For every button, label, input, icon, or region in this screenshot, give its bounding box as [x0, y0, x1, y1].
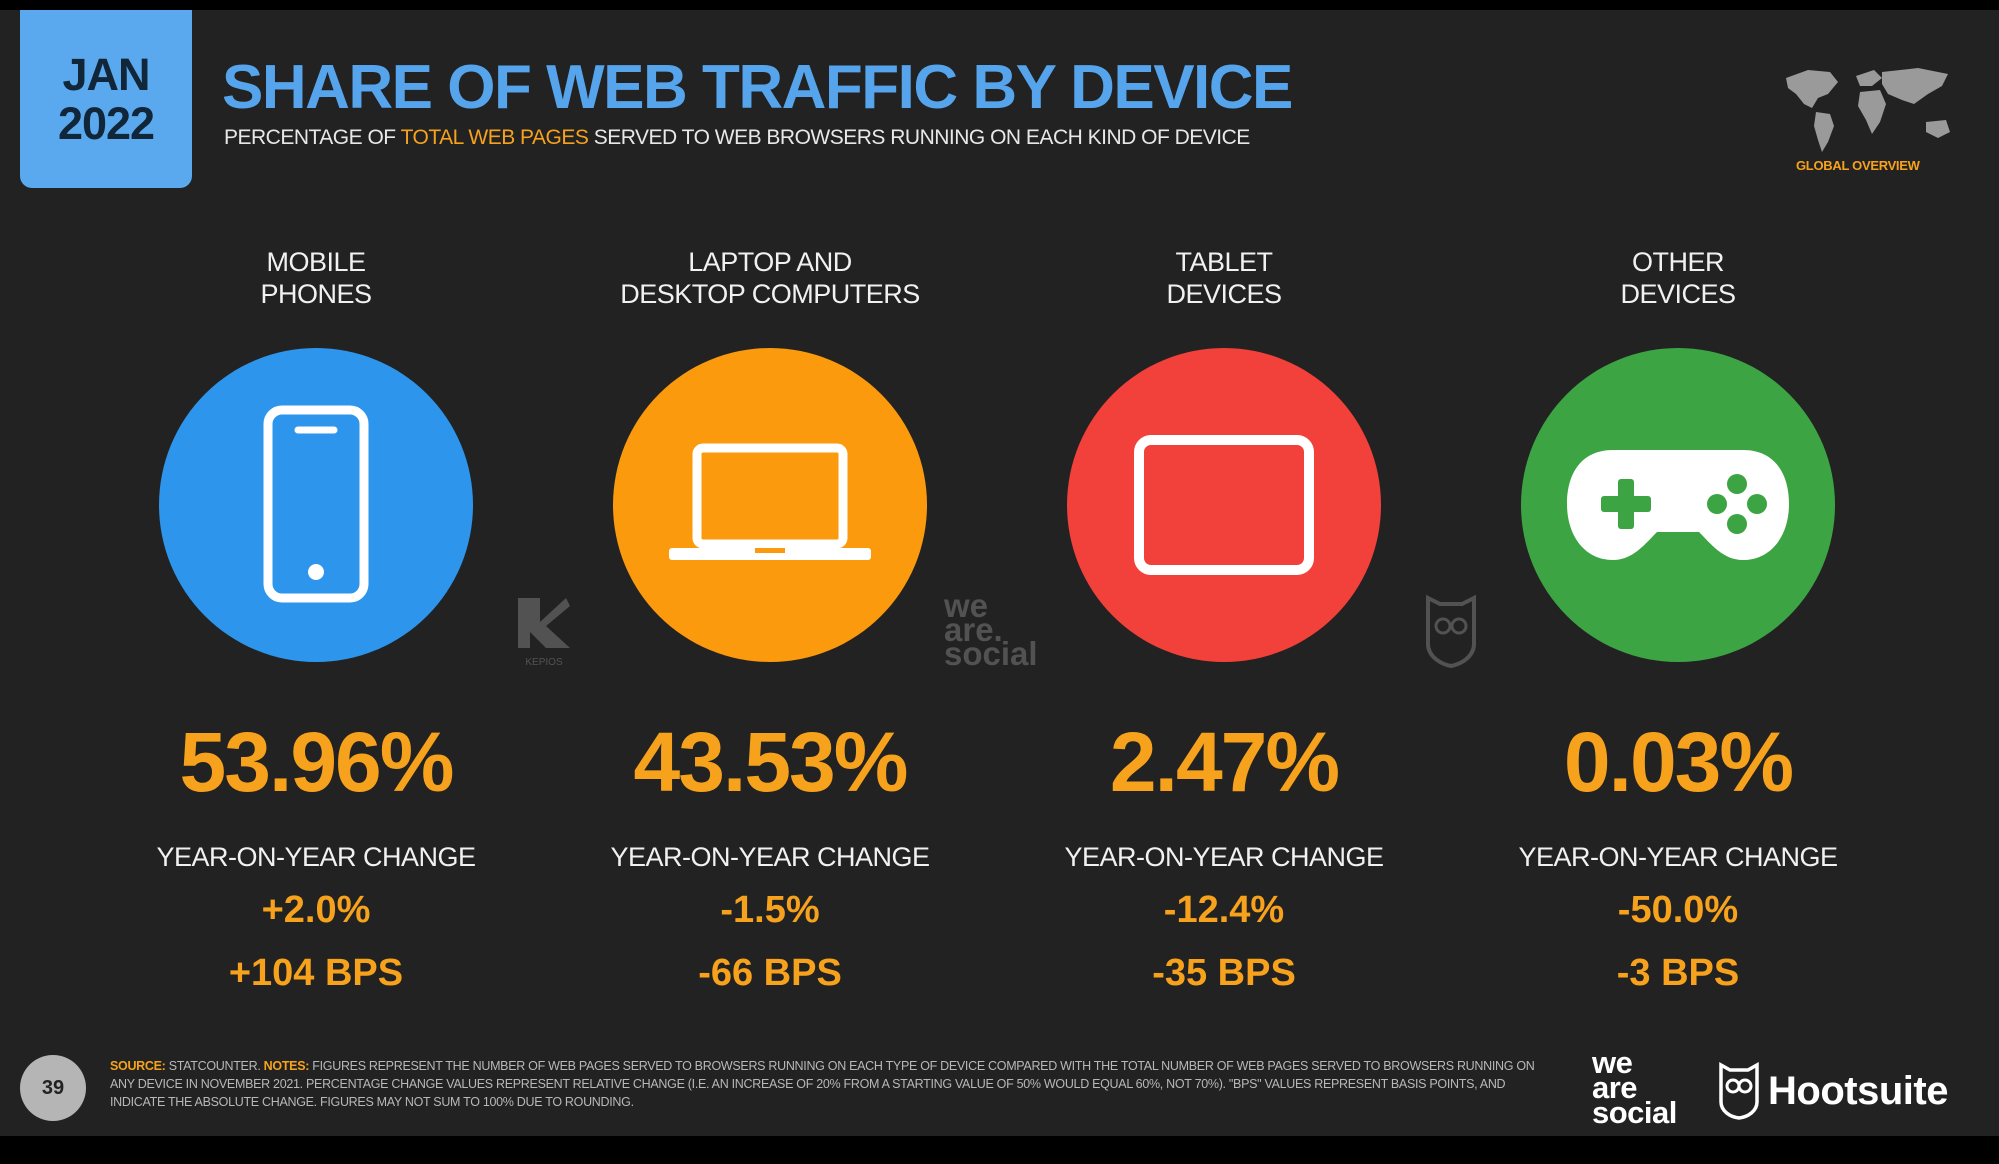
slide: JAN 2022 SHARE OF WEB TRAFFIC BY DEVICE …: [0, 10, 1999, 1136]
device-circle: [159, 348, 473, 662]
yoy-change: +2.0%: [261, 889, 371, 931]
kepios-text: KEPIOS: [525, 657, 563, 668]
yoy-label: YEAR-ON-YEAR CHANGE: [610, 842, 930, 872]
world-map-icon: [1786, 68, 1950, 152]
slide-title: SHARE OF WEB TRAFFIC BY DEVICE: [222, 53, 1293, 122]
yoy-label: YEAR-ON-YEAR CHANGE: [156, 842, 476, 872]
tablet-icon: [1134, 435, 1314, 575]
device-name: TABLET DEVICES: [1166, 247, 1282, 309]
yoy-bps: -35 BPS: [1152, 952, 1296, 994]
hootsuite-text: Hootsuite: [1768, 1068, 1948, 1113]
laptop-icon: [669, 443, 871, 560]
device-name: LAPTOP AND DESKTOP COMPUTERS: [620, 247, 920, 309]
date-year: 2022: [57, 98, 155, 149]
device-column-other: OTHER DEVICES 0.03% YEAR-ON-YEAR CHANGE -…: [1498, 246, 1858, 995]
mobile-phone-icon: [263, 405, 369, 603]
yoy-change: -50.0%: [1617, 889, 1739, 931]
device-column-tablet: TABLET DEVICES 2.47% YEAR-ON-YEAR CHANGE …: [1044, 246, 1404, 995]
date-badge: JAN 2022: [20, 10, 192, 188]
subtitle-highlight: TOTAL WEB PAGES: [400, 126, 589, 149]
device-column-laptop: LAPTOP AND DESKTOP COMPUTERS 43.53% YEAR-…: [590, 246, 950, 995]
yoy-label: YEAR-ON-YEAR CHANGE: [1064, 842, 1384, 872]
share-value: 0.03%: [1563, 715, 1794, 809]
hootsuite-owl-icon: [1719, 1062, 1759, 1120]
share-value: 2.47%: [1109, 715, 1340, 809]
kepios-logo-icon: [518, 598, 570, 648]
device-circle: [613, 348, 927, 662]
game-controller-icon: [1567, 450, 1789, 560]
share-value: 43.53%: [633, 715, 909, 809]
share-value: 53.96%: [179, 715, 455, 809]
yoy-bps: +104 BPS: [228, 952, 404, 994]
yoy-bps: -66 BPS: [698, 952, 842, 994]
we-are-social-logo: we are social: [1592, 1045, 1677, 1130]
yoy-label: YEAR-ON-YEAR CHANGE: [1518, 842, 1838, 872]
device-circle: [1067, 348, 1381, 662]
subtitle-pre: PERCENTAGE OF: [224, 126, 401, 149]
we-are-social-watermark: we are. social: [944, 587, 1038, 672]
page-number: 39: [20, 1055, 86, 1121]
region-label: GLOBAL OVERVIEW: [1796, 158, 1920, 173]
yoy-change: -1.5%: [720, 889, 820, 931]
device-column-mobile: MOBILE PHONES 53.96% YEAR-ON-YEAR CHANGE …: [136, 246, 496, 995]
hootsuite-owl-watermark-icon: [1426, 594, 1476, 668]
source-notes: SOURCE: STATCOUNTER. NOTES: FIGURES REPR…: [110, 1059, 1535, 1109]
device-name: OTHER DEVICES: [1620, 247, 1736, 309]
date-month: JAN: [62, 49, 150, 100]
slide-subtitle: PERCENTAGE OF TOTAL WEB PAGES SERVED TO …: [224, 126, 1250, 150]
kepios-watermark: KEPIOS: [514, 596, 574, 668]
hootsuite-logo: Hootsuite: [1718, 1062, 1948, 1120]
device-name: MOBILE PHONES: [260, 247, 372, 309]
yoy-bps: -3 BPS: [1616, 952, 1740, 994]
subtitle-post: SERVED TO WEB BROWSERS RUNNING ON EACH K…: [588, 126, 1251, 149]
device-circle: [1521, 348, 1835, 662]
yoy-change: -12.4%: [1163, 889, 1285, 931]
bottom-bar: [0, 1136, 1999, 1164]
